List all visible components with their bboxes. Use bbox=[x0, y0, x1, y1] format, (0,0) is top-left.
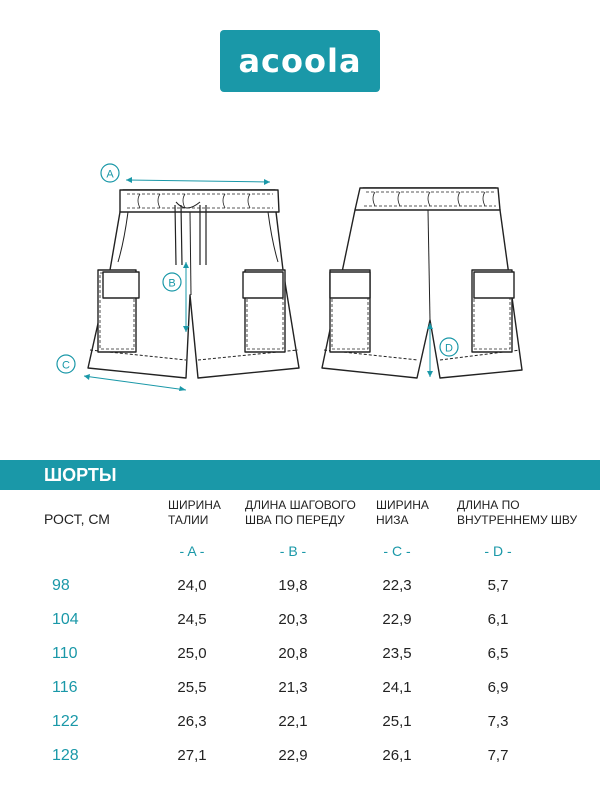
column-header-a-line2: ТАЛИИ bbox=[168, 513, 209, 527]
size-cell: 128 bbox=[52, 747, 79, 764]
table-row: 116 25,5 21,3 24,1 6,9 bbox=[0, 679, 600, 709]
value-d-cell: 6,1 bbox=[487, 611, 509, 628]
value-c-cell: 22,3 bbox=[382, 577, 412, 594]
column-header-d-line2: ВНУТРЕННЕМУ ШВУ bbox=[457, 513, 578, 527]
table-row: 122 26,3 22,1 25,1 7,3 bbox=[0, 713, 600, 743]
value-d-cell: 5,7 bbox=[487, 577, 509, 594]
column-letter-a: - A - bbox=[179, 543, 205, 559]
column-letter-b: - B - bbox=[279, 543, 307, 559]
value-b-cell: 22,9 bbox=[278, 747, 308, 764]
column-header-a-line1: ШИРИНА bbox=[168, 498, 221, 512]
value-b-cell: 20,8 bbox=[278, 645, 308, 662]
value-a-cell: 24,5 bbox=[177, 611, 207, 628]
shorts-technical-drawing: A B C D bbox=[56, 163, 523, 391]
row-header-height: РОСТ, СМ bbox=[44, 511, 110, 527]
table-title-band: ШОРТЫ bbox=[0, 460, 600, 490]
column-letter-c: - C - bbox=[383, 543, 411, 559]
svg-text:D: D bbox=[445, 343, 453, 355]
column-letter-d: - D - bbox=[484, 543, 512, 559]
measure-line-a bbox=[125, 179, 271, 183]
size-cell: 122 bbox=[52, 713, 79, 730]
marker-c: C bbox=[56, 354, 76, 374]
value-d-cell: 6,5 bbox=[487, 645, 509, 662]
column-header-a: ШИРИНА ТАЛИИ bbox=[168, 498, 221, 528]
value-a-cell: 24,0 bbox=[177, 577, 207, 594]
svg-text:B: B bbox=[168, 278, 175, 290]
column-header-c-line2: НИЗА bbox=[376, 513, 409, 527]
svg-text:A: A bbox=[106, 169, 114, 181]
value-c-cell: 24,1 bbox=[382, 679, 412, 696]
column-header-b: ДЛИНА ШАГОВОГО ШВА ПО ПЕРЕДУ bbox=[245, 498, 356, 528]
svg-text:C: C bbox=[62, 360, 70, 372]
table-row: 110 25,0 20,8 23,5 6,5 bbox=[0, 645, 600, 675]
column-header-d-line1: ДЛИНА ПО bbox=[457, 498, 520, 512]
size-cell: 104 bbox=[52, 611, 79, 628]
value-b-cell: 22,1 bbox=[278, 713, 308, 730]
size-cell: 116 bbox=[52, 679, 78, 696]
marker-a: A bbox=[100, 163, 120, 183]
brand-logo: acoola bbox=[220, 30, 380, 92]
column-header-c-line1: ШИРИНА bbox=[376, 498, 429, 512]
value-a-cell: 26,3 bbox=[177, 713, 207, 730]
column-header-b-line1: ДЛИНА ШАГОВОГО bbox=[245, 498, 356, 512]
column-header-b-line2: ШВА ПО ПЕРЕДУ bbox=[245, 513, 345, 527]
marker-b: B bbox=[162, 272, 182, 292]
value-d-cell: 7,7 bbox=[487, 747, 509, 764]
table-row: 128 27,1 22,9 26,1 7,7 bbox=[0, 747, 600, 777]
shorts-back-view bbox=[321, 187, 523, 379]
column-header-d: ДЛИНА ПО ВНУТРЕННЕМУ ШВУ bbox=[457, 498, 577, 528]
column-header-c: ШИРИНА НИЗА bbox=[376, 498, 429, 528]
measure-line-c bbox=[83, 375, 187, 391]
size-cell: 98 bbox=[52, 577, 70, 594]
value-b-cell: 20,3 bbox=[278, 611, 308, 628]
value-a-cell: 27,1 bbox=[177, 747, 207, 764]
size-cell: 110 bbox=[52, 645, 78, 662]
marker-d: D bbox=[439, 337, 459, 357]
table-title: ШОРТЫ bbox=[44, 465, 117, 485]
value-a-cell: 25,0 bbox=[177, 645, 207, 662]
value-d-cell: 6,9 bbox=[487, 679, 509, 696]
table-row: 104 24,5 20,3 22,9 6,1 bbox=[0, 611, 600, 641]
shorts-front-view bbox=[87, 189, 300, 379]
value-a-cell: 25,5 bbox=[177, 679, 207, 696]
value-c-cell: 26,1 bbox=[382, 747, 412, 764]
table-row: 98 24,0 19,8 22,3 5,7 bbox=[0, 577, 600, 607]
value-c-cell: 23,5 bbox=[382, 645, 412, 662]
value-b-cell: 21,3 bbox=[278, 679, 308, 696]
value-c-cell: 25,1 bbox=[382, 713, 412, 730]
value-c-cell: 22,9 bbox=[382, 611, 412, 628]
value-d-cell: 7,3 bbox=[487, 713, 509, 730]
brand-logo-text: acoola bbox=[238, 42, 362, 80]
value-b-cell: 19,8 bbox=[278, 577, 308, 594]
